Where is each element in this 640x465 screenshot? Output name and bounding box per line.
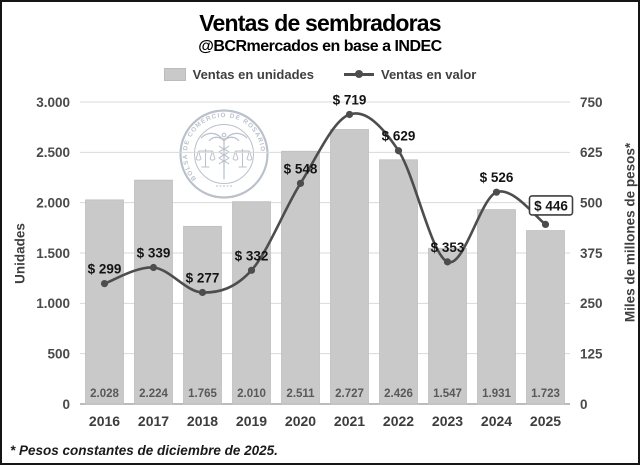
seal-outer-ring	[179, 109, 269, 199]
right-axis-tick: 0	[580, 397, 588, 412]
line-value-label: $ 446	[534, 198, 568, 213]
left-axis-tick: 3.000	[36, 95, 70, 110]
right-axis-tick: 625	[580, 145, 603, 160]
line-marker	[443, 258, 452, 266]
left-axis-tick: 500	[47, 346, 70, 361]
line-value-label: $ 719	[333, 92, 367, 107]
left-axis-tick: 1.000	[36, 296, 70, 311]
line-series-swatch	[343, 70, 374, 78]
bar-value-label: 1.547	[433, 388, 462, 400]
bcr-logo-watermark: BOLSA DE COMERCIO DE ROSARIO	[179, 109, 269, 199]
bar-value-label: 2.224	[139, 388, 168, 400]
right-axis-tick: 250	[580, 296, 603, 311]
seal-inner-ring	[194, 124, 254, 184]
bar-value-label: 2.511	[286, 388, 315, 400]
line-marker	[541, 220, 550, 229]
line-marker	[198, 288, 207, 297]
callout-box	[528, 195, 574, 216]
bar	[428, 247, 467, 405]
category-label: 2025	[530, 413, 561, 429]
right-axis-tick: 750	[580, 95, 603, 110]
line-marker	[100, 280, 109, 288]
bar-value-label: 1.723	[531, 388, 560, 400]
bar-value-label: 1.765	[188, 388, 217, 400]
line-marker	[345, 110, 354, 119]
line-value-label: $ 526	[480, 170, 514, 185]
right-axis-tick: 125	[580, 346, 603, 361]
left-axis-tick: 2.500	[36, 145, 70, 160]
bar-value-label: 2.426	[384, 388, 413, 400]
bar	[330, 129, 369, 405]
bar-value-label: 2.028	[90, 388, 119, 400]
line-marker	[296, 179, 305, 187]
category-label: 2017	[138, 413, 169, 429]
caduceus-head	[221, 132, 227, 138]
category-label: 2021	[334, 413, 365, 429]
bar-value-label: 2.727	[335, 388, 364, 400]
line-value-label: $ 339	[137, 245, 171, 260]
line-marker	[394, 147, 403, 155]
category-label: 2019	[236, 413, 267, 429]
line-value-label: $ 332	[235, 248, 269, 263]
line-series-label: Ventas en valor	[380, 66, 477, 82]
bar-series-label: Ventas en unidades	[192, 66, 314, 82]
line-value-label: $ 548	[284, 161, 318, 176]
line-value-label: $ 299	[88, 262, 122, 277]
bar	[134, 179, 173, 405]
caduceus-right-wing	[223, 132, 248, 142]
chart-title: Ventas de sembradoras	[199, 10, 441, 36]
bar-value-label: 1.931	[482, 388, 511, 400]
bar	[85, 199, 124, 405]
legend: Ventas en unidades Ventas en valor	[2, 65, 638, 83]
line-value-label: $ 277	[186, 270, 220, 285]
category-label: 2022	[383, 413, 414, 429]
line-marker	[492, 188, 501, 196]
line-value-label: $ 629	[382, 129, 416, 144]
line-marker	[149, 263, 158, 272]
line-value-label: $ 353	[431, 240, 465, 255]
chart-subtitle: @BCRmercados en base a INDEC	[198, 38, 442, 55]
category-label: 2016	[89, 413, 120, 429]
category-label: 2020	[285, 413, 316, 429]
bar-series-swatch	[163, 67, 186, 81]
right-axis-tick: 500	[580, 195, 603, 210]
line-marker	[247, 266, 256, 274]
caduceus-snake-right	[218, 145, 230, 165]
bar	[477, 209, 516, 405]
bar	[232, 201, 271, 405]
category-label: 2024	[481, 413, 512, 429]
caduceus-left-wing	[200, 132, 225, 142]
category-label: 2018	[187, 413, 218, 429]
value-line	[104, 112, 547, 294]
category-label: 2023	[432, 413, 463, 429]
bar	[281, 150, 320, 405]
bar-value-label: 2.010	[237, 388, 266, 400]
left-axis-tick: 2.000	[36, 195, 70, 210]
bar	[183, 225, 222, 405]
right-axis-tick: 375	[580, 246, 603, 261]
footnote: * Pesos constantes de diciembre de 2025.	[10, 443, 278, 458]
bar	[379, 159, 418, 405]
left-axis-tick: 1.500	[36, 246, 70, 261]
left-axis-tick: 0	[62, 397, 70, 412]
bar	[526, 230, 565, 405]
